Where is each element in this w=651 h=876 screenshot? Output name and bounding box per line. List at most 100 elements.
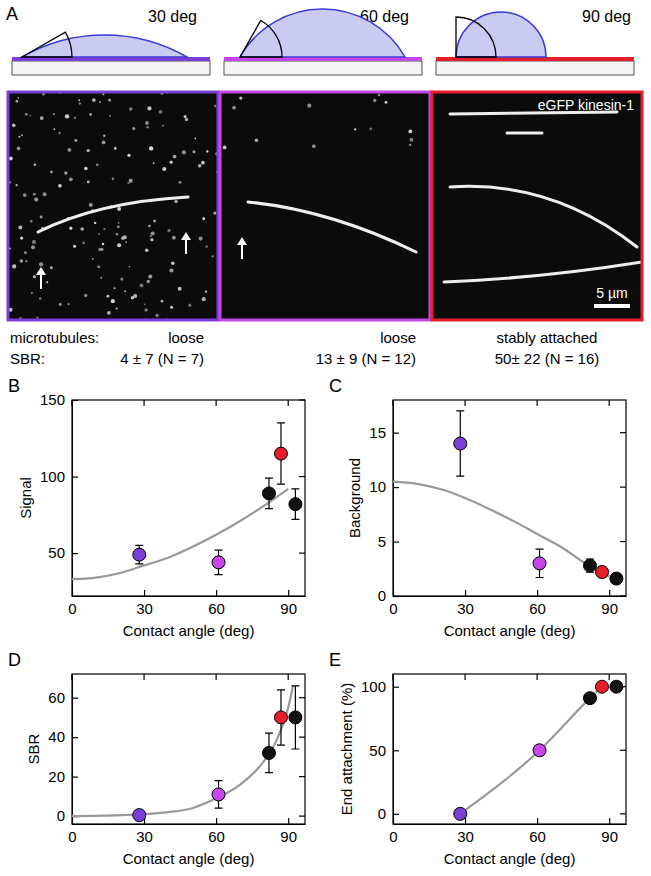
speckle <box>40 216 43 219</box>
speckle <box>31 292 33 294</box>
tick-mark <box>465 590 466 596</box>
speckle <box>25 113 28 116</box>
speckle <box>162 167 166 171</box>
tick-mark <box>144 590 145 596</box>
contact-angle-panel: 30 deg <box>7 8 219 320</box>
angle-wedge <box>240 20 282 57</box>
speckle <box>15 184 17 186</box>
speckle <box>40 116 44 120</box>
speckle <box>173 155 177 159</box>
speckle <box>20 259 23 262</box>
tick: 15 <box>369 424 399 441</box>
speckle <box>409 138 413 142</box>
tick-mark <box>620 750 626 751</box>
speckle <box>149 146 153 150</box>
sbr-value: 13 ± 9 (N = 12) <box>316 350 416 367</box>
speckle <box>74 117 76 119</box>
tick-mark <box>393 433 399 434</box>
speckle <box>92 258 94 260</box>
tick-mark <box>72 777 78 778</box>
tick: 60 <box>529 818 546 845</box>
speckle <box>102 243 104 245</box>
arrow-head <box>237 237 247 245</box>
y-axis: 050100 <box>361 675 399 825</box>
tick: 60 <box>529 590 546 617</box>
x-axis: 0306090 <box>68 818 305 845</box>
data-point <box>212 556 225 569</box>
speckle <box>111 299 115 303</box>
plot-marks <box>393 411 623 585</box>
droplet <box>456 12 546 57</box>
speckle <box>151 231 155 235</box>
speckle <box>120 278 123 281</box>
data-point <box>610 680 623 693</box>
tick-mark <box>393 750 399 751</box>
tick-mark <box>288 818 289 824</box>
tick-mark <box>299 816 305 817</box>
tick-mark <box>299 697 305 698</box>
tick-label: 0 <box>68 600 76 617</box>
speckle <box>24 251 27 254</box>
speckle <box>33 193 36 196</box>
data-point <box>583 559 596 572</box>
panel-a: A30 degloose4 ± 7 (N = 7)60 degloose13 ±… <box>6 4 642 367</box>
tick-mark <box>393 687 399 688</box>
speckle <box>53 113 55 115</box>
data-point <box>533 557 546 570</box>
speckle <box>144 308 148 312</box>
speckle <box>30 220 33 223</box>
tick-label: 0 <box>68 828 76 845</box>
speckle <box>148 274 152 278</box>
speckle <box>312 144 316 148</box>
tick-label: 50 <box>369 742 386 759</box>
tick: 90 <box>280 590 297 617</box>
y-axis-title: Background <box>346 458 363 538</box>
micrograph <box>220 92 430 320</box>
tick-mark <box>393 541 399 542</box>
substrate <box>12 61 210 75</box>
axis-line <box>393 675 394 825</box>
data-point <box>133 809 146 822</box>
axis-line <box>73 596 306 597</box>
speckle <box>73 245 76 248</box>
speckle <box>69 177 73 181</box>
speckle <box>117 243 121 247</box>
speckle <box>378 94 381 97</box>
tick-label: 90 <box>601 600 618 617</box>
speckle <box>64 171 67 174</box>
tick-mark <box>299 399 305 400</box>
speckle <box>185 118 188 121</box>
speckle <box>84 294 87 297</box>
speckle <box>129 179 133 183</box>
data-point <box>212 788 225 801</box>
speckle <box>153 220 156 223</box>
tick-mark <box>392 400 393 406</box>
speckle <box>53 128 55 130</box>
fit-line <box>72 686 293 816</box>
scale-bar <box>594 304 630 308</box>
speckle <box>409 144 411 146</box>
speckle <box>161 300 164 303</box>
axis-line <box>72 401 73 597</box>
tick-mark <box>392 674 393 680</box>
speckle <box>17 147 21 151</box>
speckle <box>12 124 16 128</box>
speckle <box>87 181 90 184</box>
plot-frame <box>72 674 305 824</box>
tick-label: 30 <box>457 600 474 617</box>
tick-label: 30 <box>136 600 153 617</box>
tick: 90 <box>280 818 297 845</box>
tick-mark <box>72 400 78 401</box>
speckle <box>354 128 356 130</box>
data-point <box>610 572 623 585</box>
tick-mark <box>71 674 72 680</box>
tick-mark <box>620 813 626 814</box>
tick-mark <box>537 400 538 406</box>
tick-label: 90 <box>280 828 297 845</box>
speckle <box>50 266 53 269</box>
plot-marks <box>72 686 302 822</box>
speckle <box>34 197 38 201</box>
axis-line <box>73 824 306 825</box>
axis-line <box>394 824 627 825</box>
speckle <box>214 105 216 107</box>
